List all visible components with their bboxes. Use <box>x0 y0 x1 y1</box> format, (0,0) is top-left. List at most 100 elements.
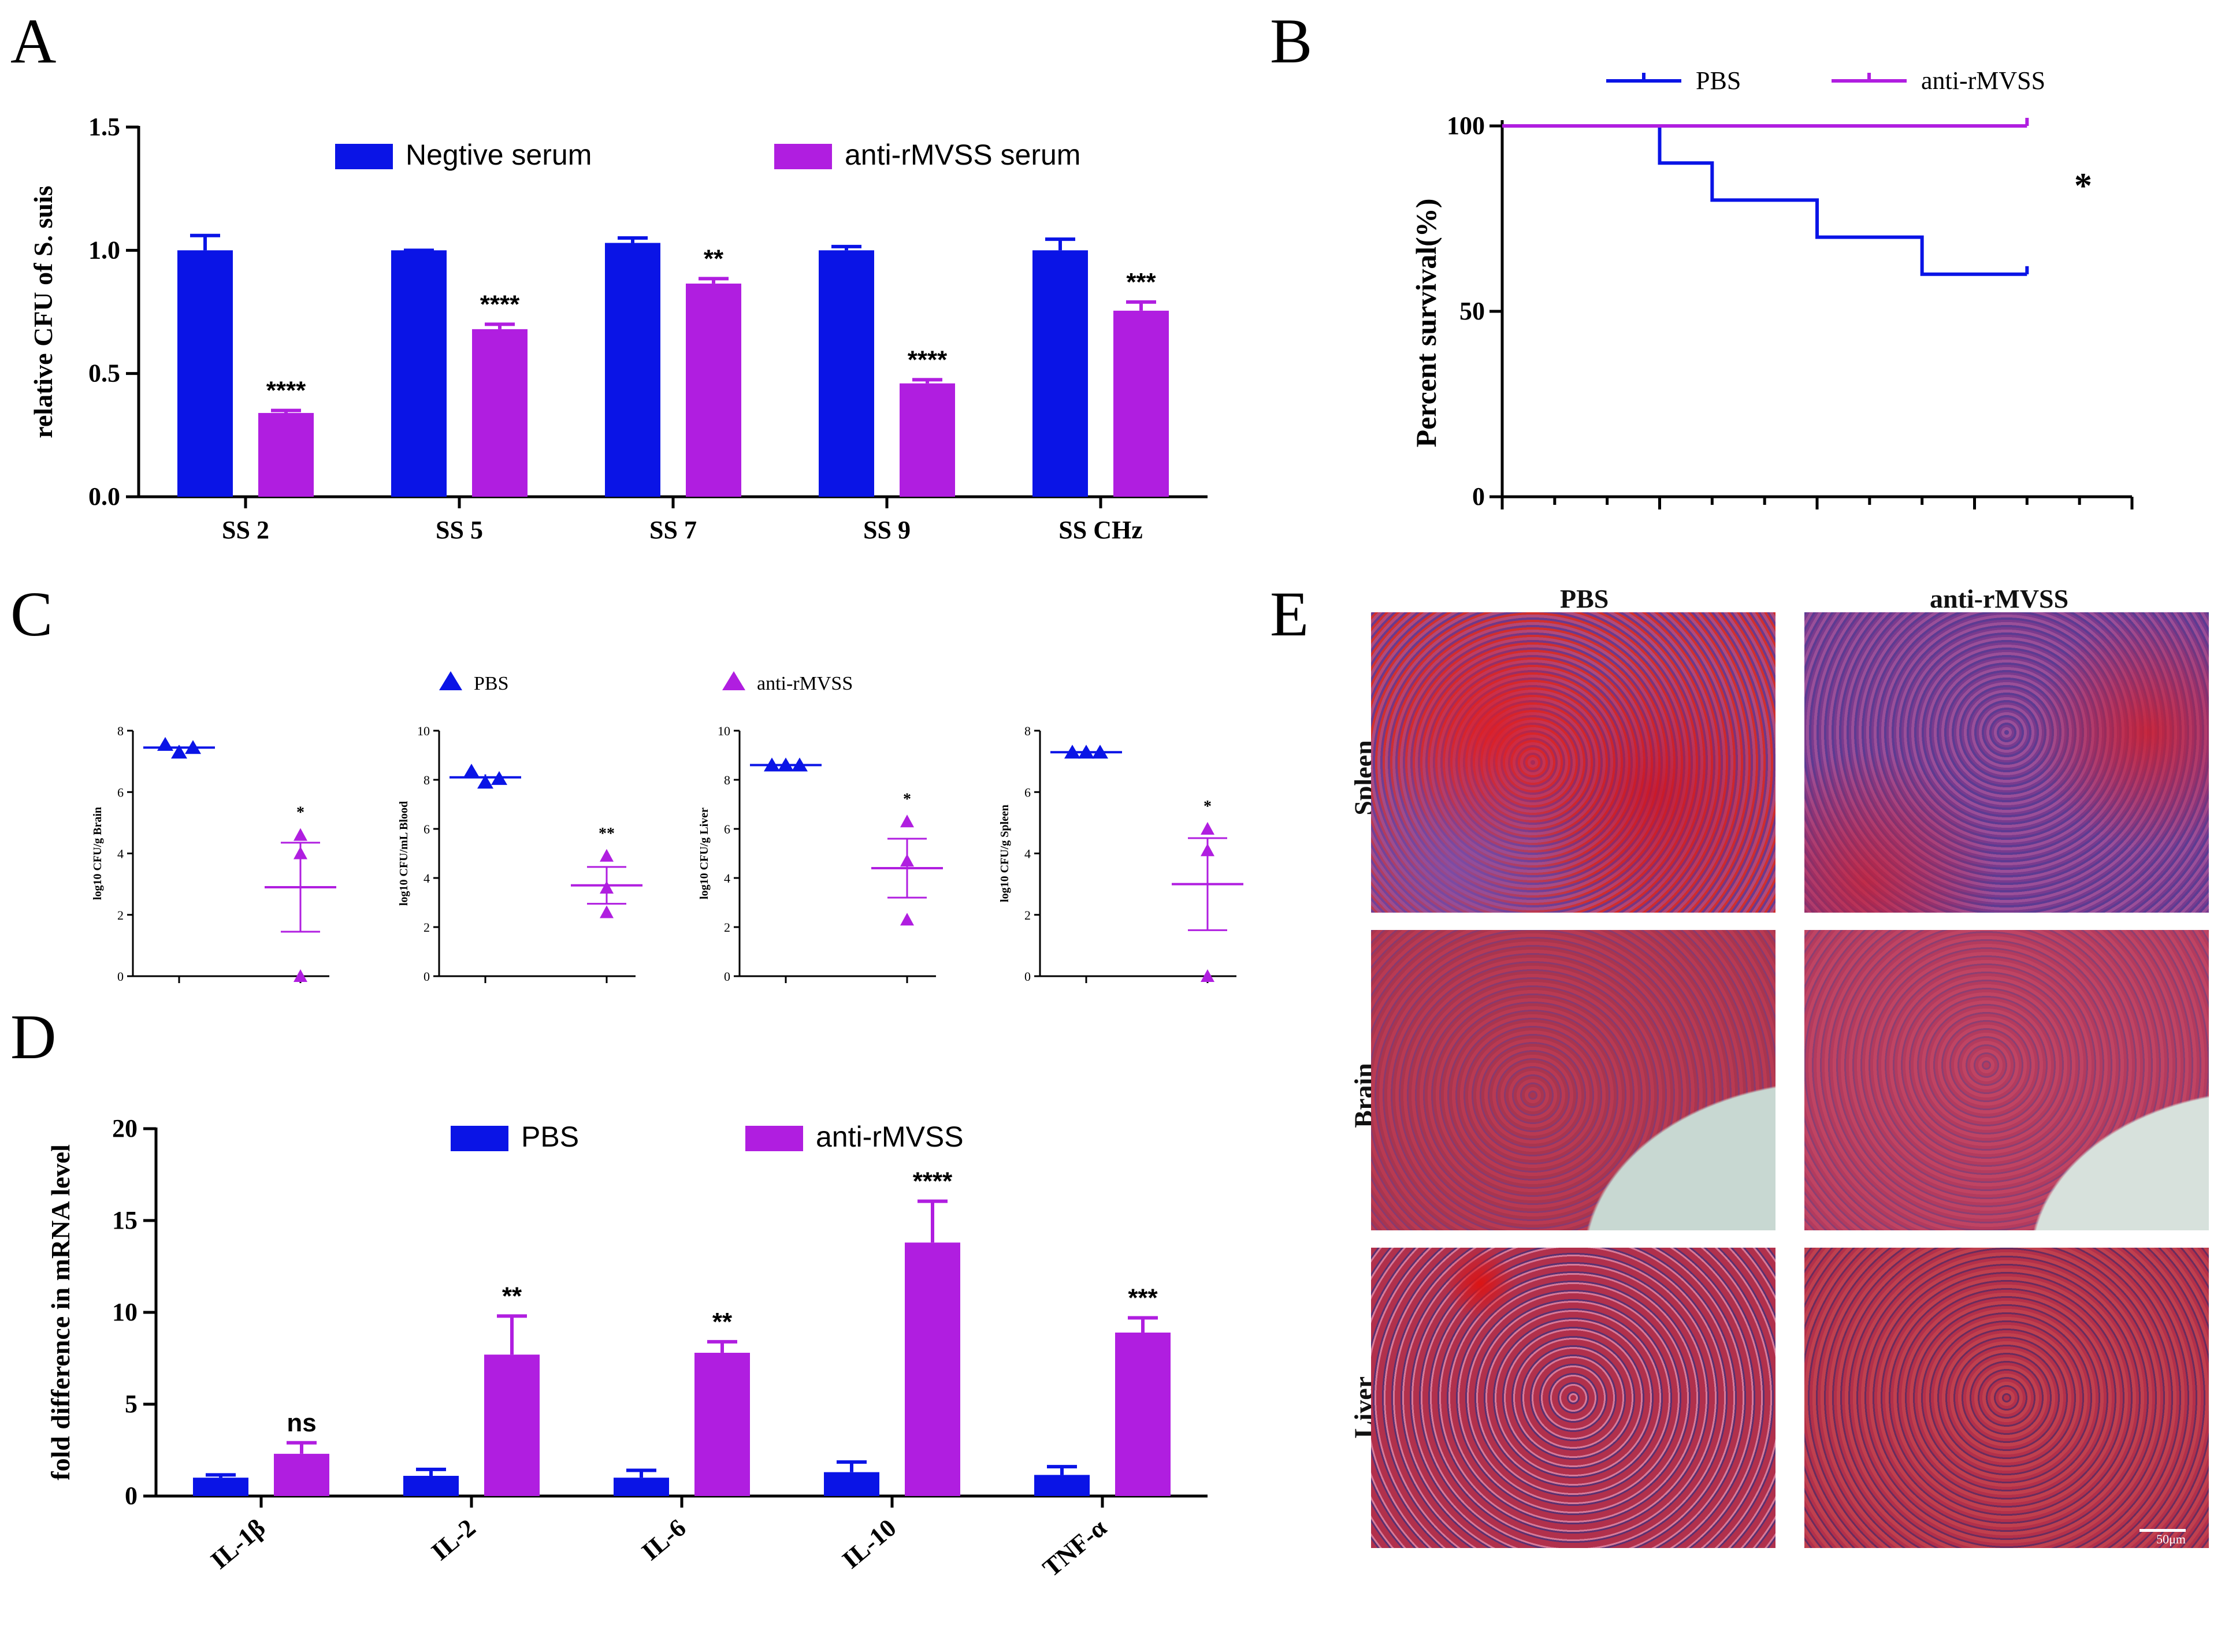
bar <box>484 1355 540 1496</box>
y-tick-label: 2 <box>1024 908 1031 922</box>
scale-bar-label: 50μm <box>2156 1532 2186 1546</box>
y-tick-label: 1.5 <box>88 113 120 141</box>
x-tick-label: SS 2 <box>222 516 269 544</box>
data-point <box>600 849 614 862</box>
legend-swatch <box>335 144 393 169</box>
x-tick-label: IL-10 <box>837 1513 901 1574</box>
y-tick-label: 4 <box>117 847 124 861</box>
micrograph-spleen-anti <box>1804 612 2209 913</box>
data-point <box>463 764 480 778</box>
significance-label: *** <box>1128 1284 1158 1312</box>
histo-col-label-anti: anti-rMVSS <box>1930 584 2069 613</box>
y-tick-label: 10 <box>718 724 730 738</box>
y-tick-label: 2 <box>724 920 730 935</box>
y-tick-label: 4 <box>424 871 430 885</box>
significance-label: * <box>1203 798 1212 816</box>
data-point <box>171 745 187 759</box>
y-tick-label: 0.0 <box>88 482 120 511</box>
scale-bar <box>2139 1529 2186 1532</box>
x-tick-label: IL-6 <box>636 1513 691 1566</box>
y-tick-label: 4 <box>724 871 730 885</box>
y-tick-label: 10 <box>417 724 430 738</box>
y-tick-label: 2 <box>424 920 430 935</box>
bar <box>274 1453 329 1496</box>
y-tick-label: 5 <box>125 1390 138 1418</box>
micrograph-spleen-pbs <box>1371 612 1775 913</box>
legend-swatch <box>774 144 832 169</box>
bar <box>1113 310 1169 497</box>
panel-letters: A B C D E <box>10 6 1312 1072</box>
bar <box>472 329 528 497</box>
data-point <box>900 913 914 926</box>
bar <box>900 383 955 497</box>
bar <box>824 1472 879 1496</box>
bar <box>1034 1475 1090 1496</box>
legend-label: anti-rMVSS <box>757 673 853 694</box>
bar <box>905 1242 960 1496</box>
panel-label-b: B <box>1270 6 1312 76</box>
legend-label: anti-rMVSS <box>816 1121 964 1153</box>
data-point <box>900 814 914 828</box>
y-tick-label: 10 <box>112 1298 138 1326</box>
legend-swatch <box>451 1126 508 1151</box>
data-point <box>1201 969 1214 982</box>
y-tick-label: 8 <box>1024 724 1031 738</box>
x-tick-label: IL-1β <box>205 1513 270 1575</box>
significance-label: **** <box>480 290 520 318</box>
bar <box>1115 1332 1171 1496</box>
bar <box>391 250 447 497</box>
chart-panel-b: 0 50 100 0 3 6 9 12 Percent survival(%) PBS anti-r… <box>1410 66 2145 520</box>
y-tick-label: 1.0 <box>88 236 120 264</box>
y-tick-label: 15 <box>112 1206 138 1234</box>
y-tick-label: 4 <box>1024 847 1031 861</box>
x-tick-label: IL-2 <box>426 1513 481 1566</box>
y-tick-label: 50 <box>1459 297 1485 325</box>
micrograph-brain-pbs <box>1371 930 1775 1230</box>
x-tick-label: 9 <box>1968 516 1981 520</box>
histology-panel-e: PBS anti-rMVSS Spleen Brain Liver 50μm <box>1329 572 2219 1577</box>
x-tick-label: SS CHz <box>1058 516 1142 544</box>
bar <box>403 1476 459 1496</box>
x-tick-label: SS 9 <box>863 516 911 544</box>
y-tick-label: 0 <box>724 969 730 984</box>
data-point <box>600 905 614 918</box>
legend-label: Negtive serum <box>406 139 592 171</box>
y-axis-label: log10 CFU/g Brain <box>91 807 104 900</box>
y-tick-label: 0 <box>125 1482 138 1510</box>
x-tick-label: 6 <box>1811 516 1823 520</box>
micrograph-brain-anti <box>1804 930 2209 1230</box>
bar <box>1032 250 1088 497</box>
micrograph-liver-pbs <box>1371 1248 1775 1548</box>
data-point <box>294 969 307 982</box>
y-tick-label: 6 <box>117 785 124 799</box>
data-point <box>477 775 493 789</box>
legend-marker <box>439 671 462 690</box>
x-tick-label: SS 7 <box>649 516 697 544</box>
panel-label-a: A <box>10 6 56 76</box>
bar <box>686 283 741 497</box>
legend-label: anti-rMVSS serum <box>845 139 1080 171</box>
y-axis-label: log10 CFU/g Spleen <box>998 805 1011 902</box>
significance-label: * <box>2074 166 2092 206</box>
y-tick-label: 0 <box>1472 482 1485 511</box>
legend-marker <box>722 671 745 690</box>
x-tick-label: SS 5 <box>436 516 483 544</box>
x-tick-label: 3 <box>1654 516 1666 520</box>
y-axis-label: log10 CFU/mL Blood <box>398 801 410 906</box>
legend-label: PBS <box>474 673 509 694</box>
x-tick-label: 0 <box>1496 516 1509 520</box>
bar <box>193 1478 248 1496</box>
y-tick-label: 100 <box>1447 111 1485 140</box>
significance-label: **** <box>908 345 948 374</box>
chart-panel-d: 0 5 10 15 20 fold difference in mRNA level ns I… <box>46 1114 1208 1582</box>
y-tick-label: 8 <box>424 773 430 787</box>
y-tick-label: 6 <box>424 822 430 836</box>
data-point <box>157 736 173 751</box>
y-tick-label: 0 <box>424 969 430 984</box>
legend-label: PBS <box>1696 66 1741 95</box>
y-tick-label: 0 <box>117 969 124 984</box>
y-axis-label: fold difference in mRNA level <box>46 1144 75 1480</box>
bar <box>605 243 660 497</box>
data-point <box>1201 822 1214 835</box>
y-tick-label: 8 <box>724 773 730 787</box>
